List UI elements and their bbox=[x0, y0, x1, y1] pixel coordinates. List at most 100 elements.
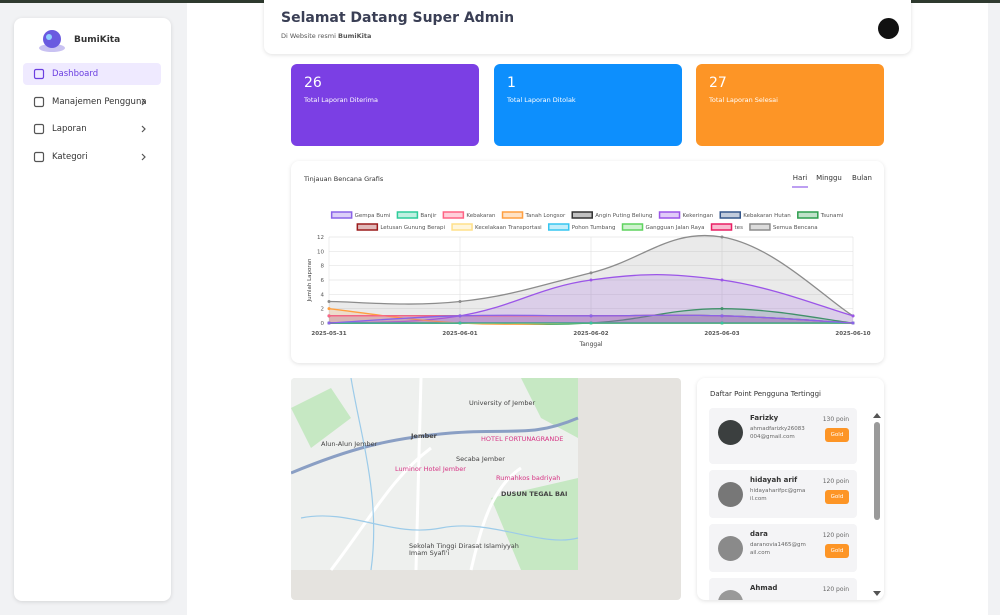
series-point bbox=[327, 321, 331, 325]
series-point bbox=[458, 321, 462, 325]
legend-label: Gempa Bumi bbox=[355, 213, 391, 219]
user-points: 120 poin bbox=[822, 586, 849, 593]
y-axis-label: Jumlah Laporan bbox=[307, 258, 313, 303]
header: Selamat Datang Super Admin Di Website re… bbox=[264, 0, 911, 54]
series-point bbox=[720, 278, 724, 282]
user-card: Ahmad 120 poin bbox=[709, 578, 857, 600]
user-avatar bbox=[718, 590, 743, 600]
legend-item[interactable]: Tanah Longsor bbox=[501, 211, 566, 219]
legend-item[interactable]: Banjir bbox=[396, 211, 437, 219]
series-point bbox=[851, 321, 855, 325]
legend-item[interactable]: Kecelakaan Transportasi bbox=[451, 223, 542, 231]
chart-tab[interactable]: Minggu bbox=[816, 174, 842, 182]
map-label: HOTEL FORTUNAGRANDE bbox=[481, 435, 564, 443]
legend-swatch bbox=[330, 211, 353, 219]
map-label: DUSUN TEGAL BAI bbox=[501, 490, 568, 498]
icon-shape bbox=[33, 96, 45, 107]
legend-swatch bbox=[501, 211, 524, 219]
legend-swatch bbox=[442, 211, 465, 219]
y-tick-label: 8 bbox=[321, 264, 325, 270]
series-point bbox=[589, 278, 593, 282]
series-point bbox=[720, 321, 724, 325]
stat-label: Total Laporan Selesai bbox=[709, 96, 778, 104]
series-point bbox=[458, 314, 462, 318]
subtitle-brand: BumiKita bbox=[338, 32, 372, 40]
series-point bbox=[720, 314, 724, 318]
x-tick-label: 2025-06-01 bbox=[442, 331, 477, 337]
x-axis-label: Tanggal bbox=[578, 341, 602, 348]
header-subtitle: Di Website resmi BumiKita bbox=[281, 32, 371, 40]
stat-label: Total Laporan Diterima bbox=[304, 96, 378, 104]
subtitle-text: Di Website resmi bbox=[281, 32, 336, 40]
chart-tab[interactable]: Bulan bbox=[852, 174, 872, 182]
legend-label: Tanah Longsor bbox=[525, 213, 566, 219]
legend-label: Kekeringan bbox=[683, 213, 714, 219]
legend-swatch bbox=[356, 223, 379, 231]
legend-item[interactable]: Pohon Tumbang bbox=[547, 223, 616, 231]
legend-label: Kecelakaan Transportasi bbox=[475, 225, 542, 231]
user-points: 130 poin bbox=[822, 416, 849, 423]
legend-item[interactable]: Gangguan Jalan Raya bbox=[621, 223, 705, 231]
legend-item[interactable]: Kebakaran bbox=[442, 211, 496, 219]
map[interactable]: Alun-Alun Jember University of Jember Jemb… bbox=[291, 378, 681, 600]
menu-label: Manajemen Pengguna bbox=[52, 96, 147, 107]
legend-item[interactable]: Tsunami bbox=[797, 211, 844, 219]
menu-item[interactable]: Kategori bbox=[23, 146, 161, 168]
user-email: daranovia1465@gmail.com bbox=[750, 542, 806, 557]
stat-card: 1 Total Laporan Ditolak bbox=[494, 64, 682, 146]
avatar[interactable] bbox=[878, 18, 899, 39]
map-label: Jember bbox=[411, 432, 437, 440]
user-badge[interactable]: Gold bbox=[825, 490, 849, 504]
chevron-shape bbox=[141, 125, 146, 133]
scroll-arrows bbox=[873, 413, 881, 596]
legend-item[interactable]: Kekeringan bbox=[658, 211, 714, 219]
legend-item[interactable]: Letusan Gunung Berapi bbox=[356, 223, 446, 231]
legend-swatch bbox=[797, 211, 819, 219]
user-badge[interactable]: Gold bbox=[825, 544, 849, 558]
legend-item[interactable]: Angin Puting Beliung bbox=[571, 211, 653, 219]
series-point bbox=[327, 314, 331, 318]
user-name: Ahmad bbox=[750, 584, 778, 592]
legend-item[interactable]: tes bbox=[710, 223, 744, 231]
chevron bbox=[141, 125, 146, 133]
map-label: Luminor Hotel Jember bbox=[395, 465, 466, 473]
menu-label: Dashboard bbox=[52, 69, 99, 79]
menu-icon bbox=[33, 96, 45, 107]
map-label: Secaba Jember bbox=[456, 455, 505, 463]
chevron-shape bbox=[141, 153, 146, 160]
stat-value: 26 bbox=[304, 75, 322, 91]
leaderboard-title: Daftar Point Pengguna Tertinggi bbox=[710, 390, 821, 398]
series-point bbox=[720, 235, 724, 239]
user-card: dara daranovia1465@gmail.com 120 poin Gold bbox=[709, 524, 857, 572]
legend-item[interactable]: Semua Bencana bbox=[749, 223, 818, 231]
map-label: Sekolah Tinggi Dirasat Islamiyyah Imam S… bbox=[409, 542, 519, 558]
y-tick-label: 10 bbox=[317, 249, 324, 255]
menu-item[interactable]: Laporan bbox=[23, 118, 161, 140]
legend-label: Kebakaran Hutan bbox=[743, 213, 791, 219]
legend-label: Banjir bbox=[420, 213, 437, 219]
menu-item[interactable]: Manajemen Pengguna bbox=[23, 91, 161, 113]
legend-label: Semua Bencana bbox=[773, 225, 818, 231]
legend-item[interactable]: Kebakaran Hutan bbox=[719, 211, 791, 219]
user-name: hidayah arif bbox=[750, 476, 798, 484]
icon-shape bbox=[33, 123, 45, 135]
scrollbar[interactable] bbox=[874, 422, 880, 520]
legend-label: Letusan Gunung Berapi bbox=[380, 225, 445, 231]
series-point bbox=[851, 314, 855, 318]
x-tick-label: 2025-06-10 bbox=[835, 331, 870, 337]
stat-label: Total Laporan Ditolak bbox=[507, 96, 576, 104]
y-tick-label: 2 bbox=[321, 307, 325, 313]
map-canvas bbox=[291, 378, 579, 571]
chart-tab[interactable]: Hari bbox=[793, 174, 807, 182]
legend-swatch bbox=[396, 211, 419, 219]
series-point bbox=[720, 307, 724, 311]
legend-item[interactable]: Gempa Bumi bbox=[330, 211, 391, 219]
legend-row: Gempa Bumi Banjir Kebakaran Tanah Longsor An… bbox=[330, 211, 844, 219]
legend-label: Angin Puting Beliung bbox=[595, 213, 652, 219]
menu-item[interactable]: Dashboard bbox=[23, 63, 161, 85]
user-card: hidayah arif hidayaharifpc@gmail.com 120 p… bbox=[709, 470, 857, 518]
legend-swatch bbox=[621, 223, 644, 231]
legend-label: tes bbox=[735, 225, 744, 231]
user-card: Farizky ahmadfarizky26083004@gmail.com 130… bbox=[709, 408, 857, 464]
user-badge[interactable]: Gold bbox=[825, 428, 849, 442]
